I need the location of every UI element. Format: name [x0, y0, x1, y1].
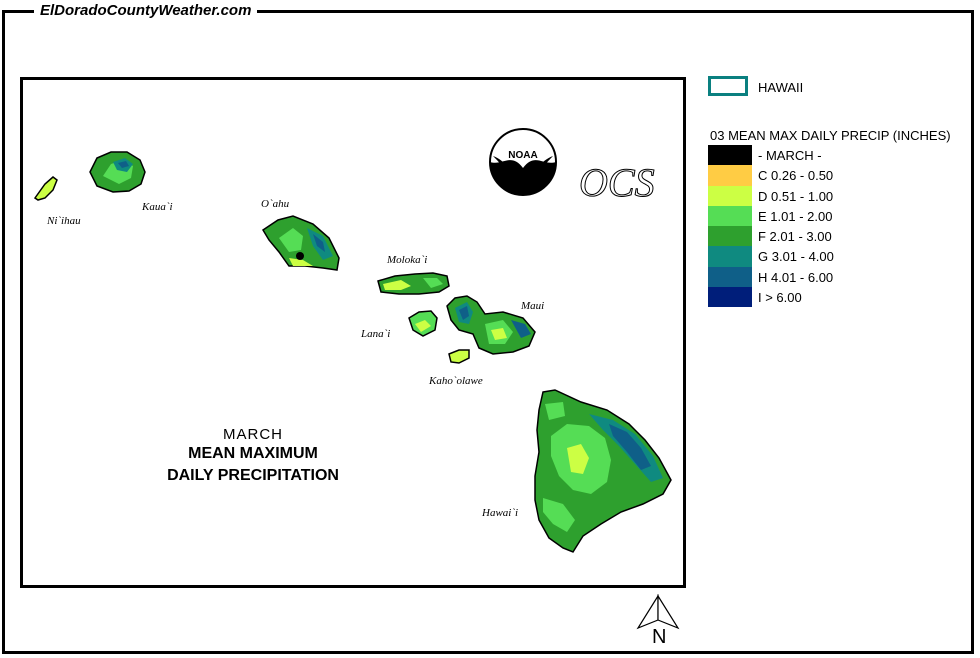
label-lanai: Lana`i [361, 328, 391, 340]
island-maui [446, 295, 536, 355]
legend-item-label: G 3.01 - 4.00 [758, 249, 834, 265]
map-title-line2: DAILY PRECIPITATION [167, 467, 339, 484]
map-frame: NOAA OCS Ni`ihau Kaua`i O`ahu Moloka`i L… [20, 77, 686, 588]
legend-item-label: - MARCH - [758, 148, 822, 163]
north-label: N [652, 626, 667, 648]
outer-frame [2, 10, 974, 654]
label-kauai: Kaua`i [142, 201, 173, 213]
legend-item-label: F 2.01 - 3.00 [758, 229, 832, 245]
state-label: HAWAII [758, 80, 804, 95]
island-molokai [377, 272, 450, 295]
legend-item-label: D 0.51 - 1.00 [758, 188, 834, 204]
map-title-month: MARCH [223, 426, 283, 443]
legend-item-label: E 1.01 - 2.00 [758, 208, 833, 224]
legend-item-label: C 0.26 - 0.50 [758, 168, 834, 184]
noaa-logo-text: NOAA [508, 150, 537, 161]
label-molokai: Moloka`i [387, 254, 428, 266]
label-oahu: O`ahu [261, 198, 290, 210]
north-arrow-icon [636, 594, 680, 630]
site-title: ElDoradoCountyWeather.com [34, 2, 258, 19]
island-niihau [33, 176, 58, 201]
legend-swatch [708, 185, 752, 206]
ocs-logo: OCS [579, 160, 656, 206]
legend-swatch [708, 205, 752, 227]
island-oahu [261, 215, 340, 271]
label-hawaii: Hawai`i [482, 507, 519, 519]
label-maui: Maui [521, 300, 545, 312]
legend-swatch [708, 246, 752, 267]
legend-swatch [708, 145, 752, 166]
legend-swatch [708, 226, 752, 247]
legend-item-label: H 4.01 - 6.00 [758, 269, 834, 285]
hawaii-map: NOAA OCS [33, 128, 672, 553]
island-lanai [408, 310, 438, 337]
label-kahoolawe: Kaho`olawe [429, 375, 483, 387]
map-title: MARCH MEAN MAXIMUM DAILY PRECIPITATION [143, 426, 363, 487]
noaa-logo: NOAA [489, 128, 557, 196]
legend-swatch [708, 165, 752, 186]
legend-swatch [708, 266, 752, 288]
ocs-logo-text: OCS [579, 160, 655, 205]
island-kahoolawe [448, 349, 470, 364]
label-niihau: Ni`ihau [47, 215, 81, 227]
island-kauai [89, 151, 146, 193]
legend-item-label: I > 6.00 [758, 290, 802, 306]
legend-swatch [708, 287, 752, 308]
island-hawaii [534, 389, 672, 553]
legend-title: 03 MEAN MAX DAILY PRECIP (INCHES) [710, 128, 951, 143]
map-title-line1: MEAN MAXIMUM [188, 445, 318, 462]
state-outline-swatch [708, 76, 748, 96]
